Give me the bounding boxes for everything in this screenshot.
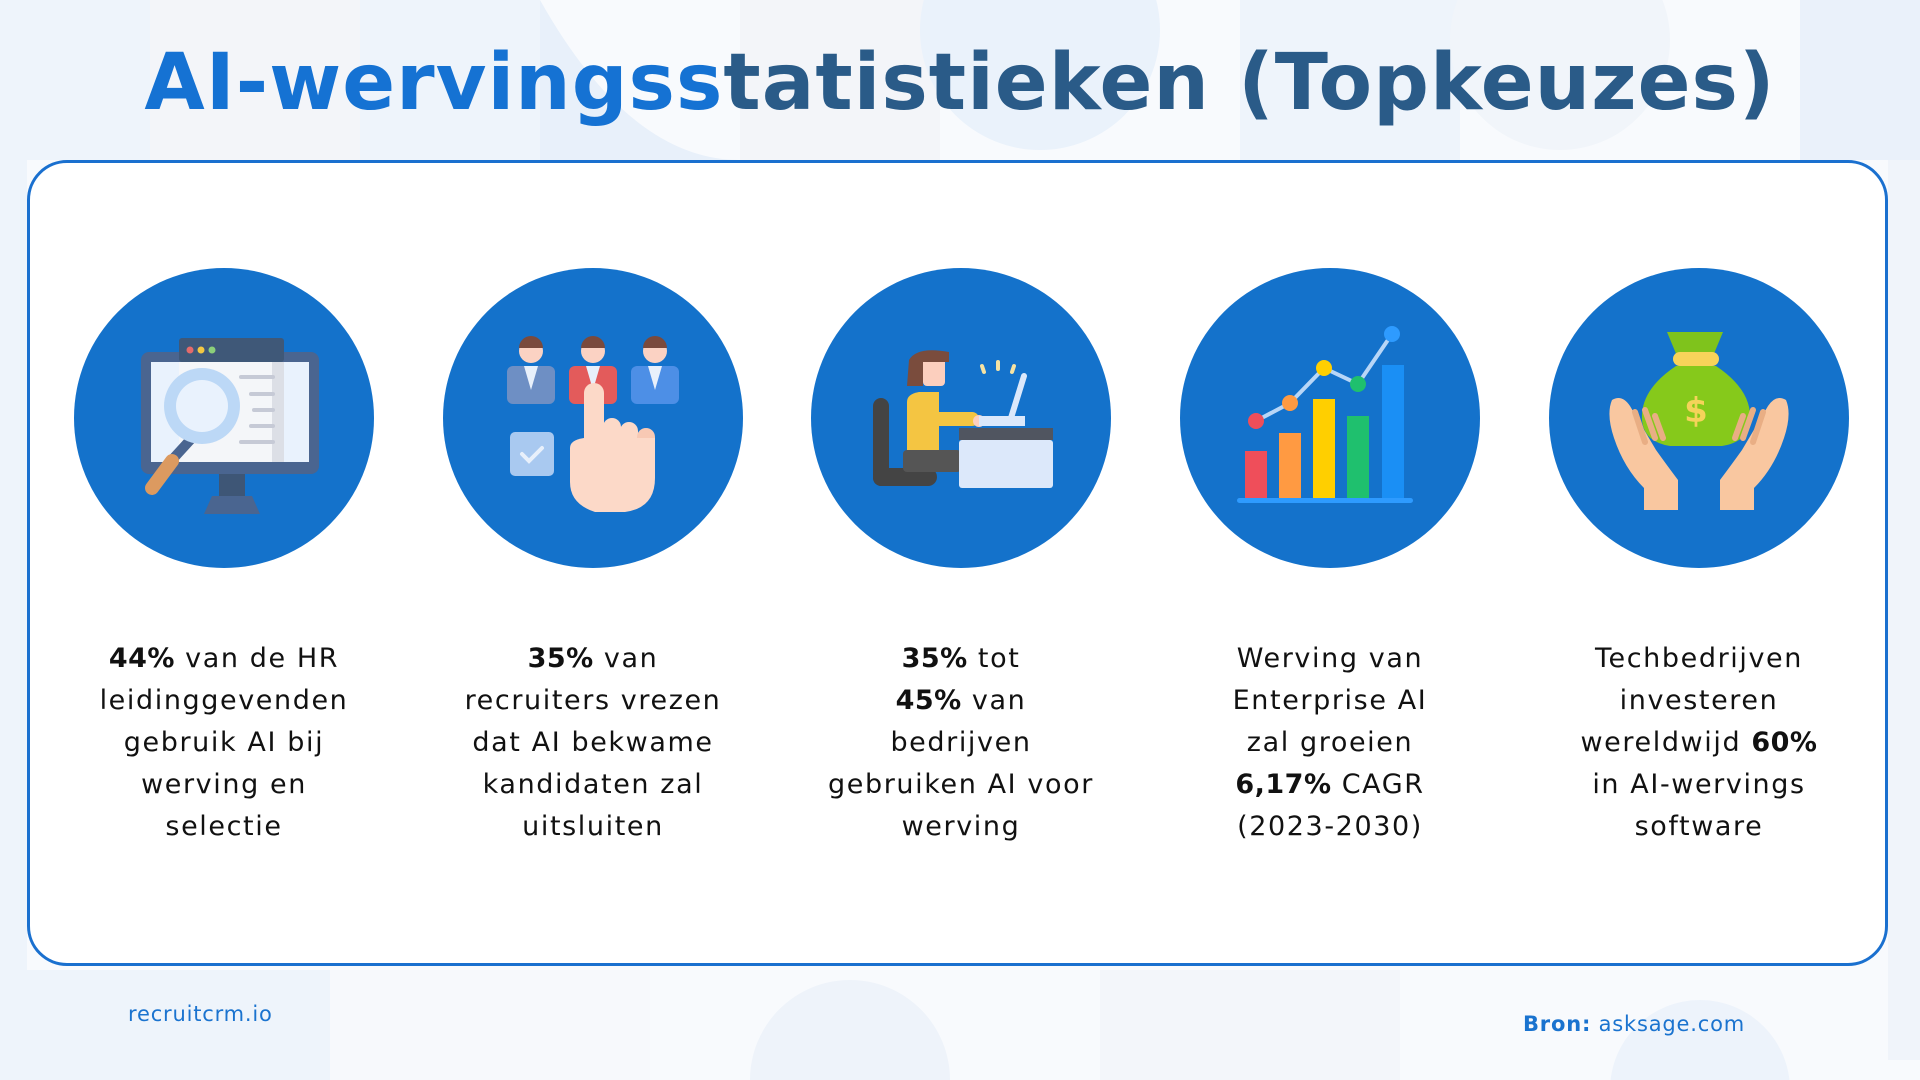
- stat-line: Werving van: [1236, 643, 1424, 674]
- stat-line: uitsluiten: [522, 811, 664, 842]
- stat-line: 45% van: [801, 680, 1121, 722]
- stat-icon-circle: [811, 268, 1111, 568]
- stat-line: leidinggevenden: [99, 685, 349, 716]
- monitor-magnifier-icon: [141, 338, 319, 514]
- stat-line: 6,17% CAGR: [1170, 764, 1490, 806]
- source-label: Bron:: [1523, 1012, 1592, 1036]
- stat-line: bedrijven: [890, 727, 1032, 758]
- title-rest: tatistieken (Topkeuzes): [723, 38, 1776, 128]
- stat-icon-circle: [1180, 268, 1480, 568]
- stat-line: Techbedrijven: [1595, 643, 1803, 674]
- stat-line: selectie: [165, 811, 283, 842]
- stat-text: Werving van Enterprise AI zal groeien 6,…: [1170, 638, 1490, 848]
- stat-line-text: van de HR: [174, 643, 340, 674]
- stat-item-recruiters-fear: 35% van recruiters vrezen dat AI bekwame…: [423, 268, 763, 848]
- stat-line: 44% van de HR: [64, 638, 384, 680]
- stat-text: Techbedrijven investeren wereldwijd 60% …: [1539, 638, 1859, 848]
- stat-highlight: 35%: [901, 643, 968, 674]
- title-highlight: AI-wervingss: [144, 38, 724, 128]
- stat-highlight: 45%: [895, 685, 962, 716]
- stat-icon-circle: [74, 268, 374, 568]
- stat-line-text: CAGR: [1331, 769, 1425, 800]
- source-credit: Bron: asksage.com: [1523, 1012, 1745, 1036]
- stat-text: 35% tot 45% van bedrijven gebruiken AI v…: [801, 638, 1121, 848]
- stat-icon-circle: [443, 268, 743, 568]
- stat-item-enterprise-ai-growth: Werving van Enterprise AI zal groeien 6,…: [1160, 268, 1500, 848]
- stat-line: recruiters vrezen: [464, 685, 722, 716]
- page-title: AI-wervingsstatistieken (Topkeuzes): [0, 38, 1920, 128]
- stat-line-text: van: [961, 685, 1027, 716]
- stats-card: 44% van de HR leidinggevenden gebruik AI…: [27, 160, 1888, 966]
- stat-line: gebruiken AI voor: [828, 769, 1094, 800]
- stat-highlight: 60%: [1751, 727, 1818, 758]
- stat-line: dat AI bekwame: [472, 727, 714, 758]
- person-at-laptop-icon: [873, 350, 1053, 488]
- stat-item-companies-use-ai: 35% tot 45% van bedrijven gebruiken AI v…: [791, 268, 1131, 848]
- brand-link[interactable]: recruitcrm.io: [128, 1002, 273, 1026]
- source-link[interactable]: asksage.com: [1591, 1012, 1745, 1036]
- stat-line: werving en: [141, 769, 307, 800]
- stat-line: werving: [901, 811, 1021, 842]
- stat-line: Enterprise AI: [1232, 685, 1428, 716]
- candidate-selection-icon: [507, 336, 679, 512]
- stat-line: 35% van: [433, 638, 753, 680]
- stat-line: wereldwijd 60%: [1539, 722, 1859, 764]
- stat-highlight: 6,17%: [1235, 769, 1332, 800]
- stat-line: (2023-2030): [1237, 811, 1423, 842]
- stat-text: 44% van de HR leidinggevenden gebruik AI…: [64, 638, 384, 848]
- stat-line: software: [1634, 811, 1764, 842]
- stat-line: 35% tot: [801, 638, 1121, 680]
- stat-line: zal groeien: [1246, 727, 1414, 758]
- stat-highlight: 44%: [108, 643, 175, 674]
- stat-line-text: tot: [967, 643, 1021, 674]
- stat-line: gebruik AI bij: [123, 727, 325, 758]
- stat-line: in AI-wervings: [1592, 769, 1806, 800]
- money-bag-hands-icon: $: [1609, 332, 1789, 510]
- growth-bar-chart-icon: [1237, 326, 1413, 503]
- stat-highlight: 35%: [527, 643, 594, 674]
- stat-line-text: van: [593, 643, 659, 674]
- stat-text: 35% van recruiters vrezen dat AI bekwame…: [433, 638, 753, 848]
- stat-item-hr-leaders: 44% van de HR leidinggevenden gebruik AI…: [54, 268, 394, 848]
- stat-line-text: wereldwijd: [1580, 727, 1752, 758]
- stat-line: kandidaten zal: [482, 769, 704, 800]
- stat-item-tech-investment: $ Techbedrijven investeren wereldwijd 60…: [1529, 268, 1869, 848]
- stat-icon-circle: $: [1549, 268, 1849, 568]
- stat-line: investeren: [1619, 685, 1779, 716]
- svg-text:$: $: [1684, 391, 1708, 431]
